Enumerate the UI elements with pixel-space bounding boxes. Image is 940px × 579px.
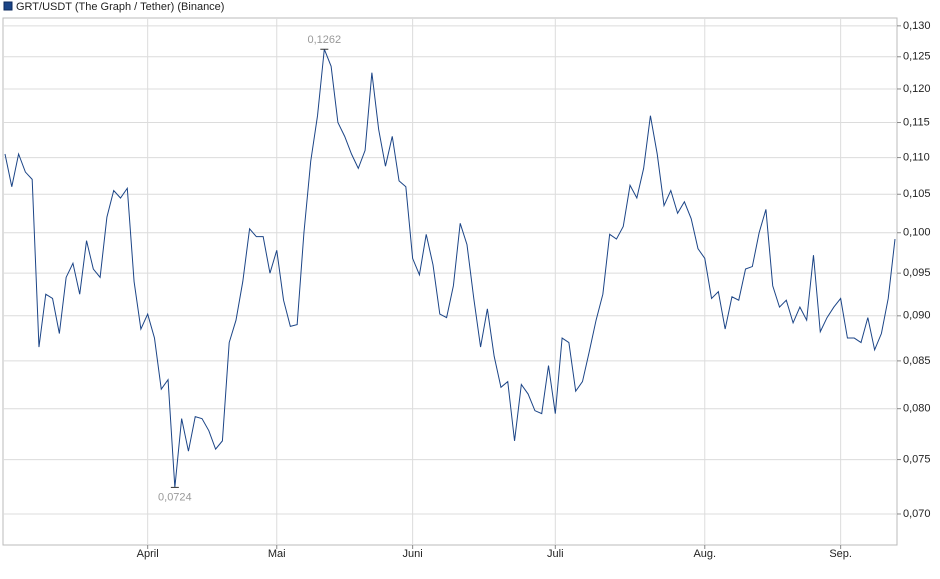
y-tick-label: 0,075	[903, 453, 931, 465]
y-tick-label: 0,095	[903, 267, 931, 279]
y-tick-label: 0,105	[903, 188, 931, 200]
price-line	[4, 49, 896, 488]
legend-swatch	[3, 1, 13, 11]
x-tick-label: Mai	[268, 548, 286, 560]
extreme-label: 0,0724	[158, 491, 192, 503]
y-tick-label: 0,120	[903, 83, 931, 95]
y-tick-label: 0,080	[903, 403, 931, 415]
legend-label: GRT/USDT (The Graph / Tether) (Binance)	[16, 1, 224, 13]
extreme-label: 0,1262	[307, 34, 341, 46]
x-tick-label: Sep.	[829, 548, 852, 560]
y-tick-label: 0,085	[903, 355, 931, 367]
y-tick-label: 0,070	[903, 508, 931, 520]
x-tick-label: April	[137, 548, 159, 560]
y-tick-label: 0,090	[903, 310, 931, 322]
plot-frame	[2, 17, 898, 546]
x-tick-label: Juli	[547, 548, 564, 560]
y-tick-label: 0,125	[903, 51, 931, 63]
y-tick-label: 0,100	[903, 227, 931, 239]
x-tick-label: Aug.	[693, 548, 716, 560]
y-tick-label: 0,130	[903, 20, 931, 32]
y-tick-label: 0,110	[903, 151, 930, 163]
y-tick-label: 0,115	[903, 116, 930, 128]
x-tick-label: Juni	[403, 548, 423, 560]
